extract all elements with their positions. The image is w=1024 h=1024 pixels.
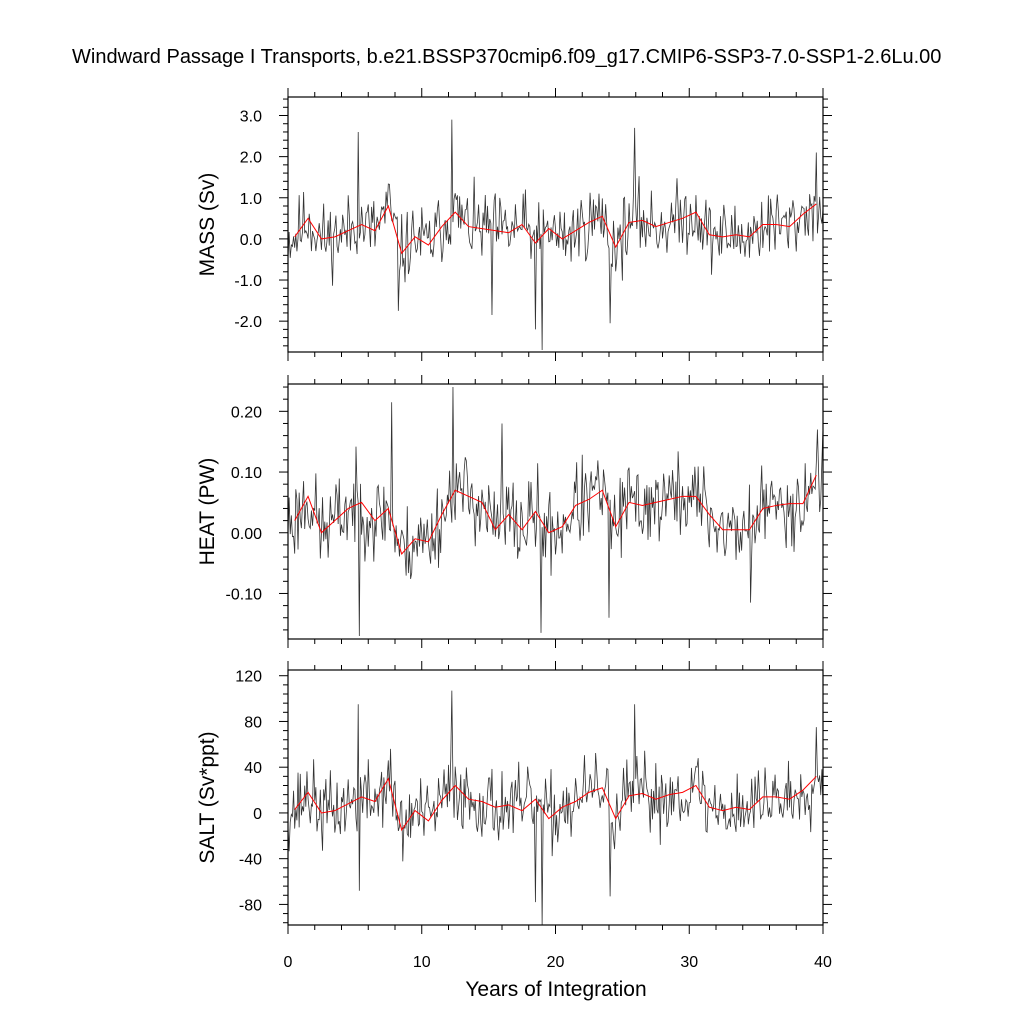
y-tick-label: -40 bbox=[239, 852, 262, 869]
y-tick-label: -0.10 bbox=[226, 586, 263, 603]
panel-2: 0.20 0.10 0.00 -0.10 HEAT (PW) bbox=[196, 375, 832, 648]
y-tick-label: -2.0 bbox=[234, 314, 262, 331]
y-tick-label: 2.0 bbox=[240, 150, 262, 167]
annual-mean-line bbox=[294, 203, 817, 255]
panels-layer: 3.0 2.0 1.0 0.0 -1.0 -2.0 MASS (Sv) 0.20 0.10 0.0… bbox=[196, 88, 832, 971]
y-tick-label: -1.0 bbox=[234, 273, 262, 290]
y-tick-label: 0.10 bbox=[231, 465, 262, 482]
y-tick-label: 0.20 bbox=[231, 404, 262, 421]
x-tick-label: 10 bbox=[413, 954, 431, 971]
y-tick-label: 80 bbox=[244, 714, 262, 731]
y-tick-label: -80 bbox=[239, 897, 262, 914]
monthly-series-line bbox=[288, 119, 823, 350]
y-tick-label: 0.0 bbox=[240, 232, 262, 249]
monthly-series-line bbox=[288, 690, 823, 925]
y-tick-label: 1.0 bbox=[240, 191, 262, 208]
y-tick-label: 0.00 bbox=[231, 526, 262, 543]
y-tick-label: 0 bbox=[253, 806, 262, 823]
y-axis-label: SALT (Sv*ppt) bbox=[196, 731, 219, 863]
chart-title: Windward Passage I Transports, b.e21.BSS… bbox=[72, 46, 942, 68]
x-tick-label: 0 bbox=[284, 954, 293, 971]
monthly-series-line bbox=[288, 387, 823, 636]
x-tick-label: 40 bbox=[814, 954, 832, 971]
y-tick-label: 3.0 bbox=[240, 109, 262, 126]
panel-1: 3.0 2.0 1.0 0.0 -1.0 -2.0 MASS (Sv) bbox=[196, 88, 832, 361]
x-axis-label: Years of Integration bbox=[465, 978, 646, 1001]
annual-mean-line bbox=[294, 776, 817, 832]
y-axis-label: MASS (Sv) bbox=[196, 173, 219, 277]
y-tick-label: 120 bbox=[235, 669, 262, 686]
y-tick-label: 40 bbox=[244, 760, 262, 777]
x-tick-label: 30 bbox=[680, 954, 698, 971]
x-tick-label: 20 bbox=[547, 954, 565, 971]
annual-mean-line bbox=[294, 474, 817, 556]
y-axis-label: HEAT (PW) bbox=[196, 458, 219, 566]
panel-3: 120 80 40 0 -40 -80 SALT (Sv*ppt) 0 10 20 30 40 bbox=[196, 661, 832, 971]
